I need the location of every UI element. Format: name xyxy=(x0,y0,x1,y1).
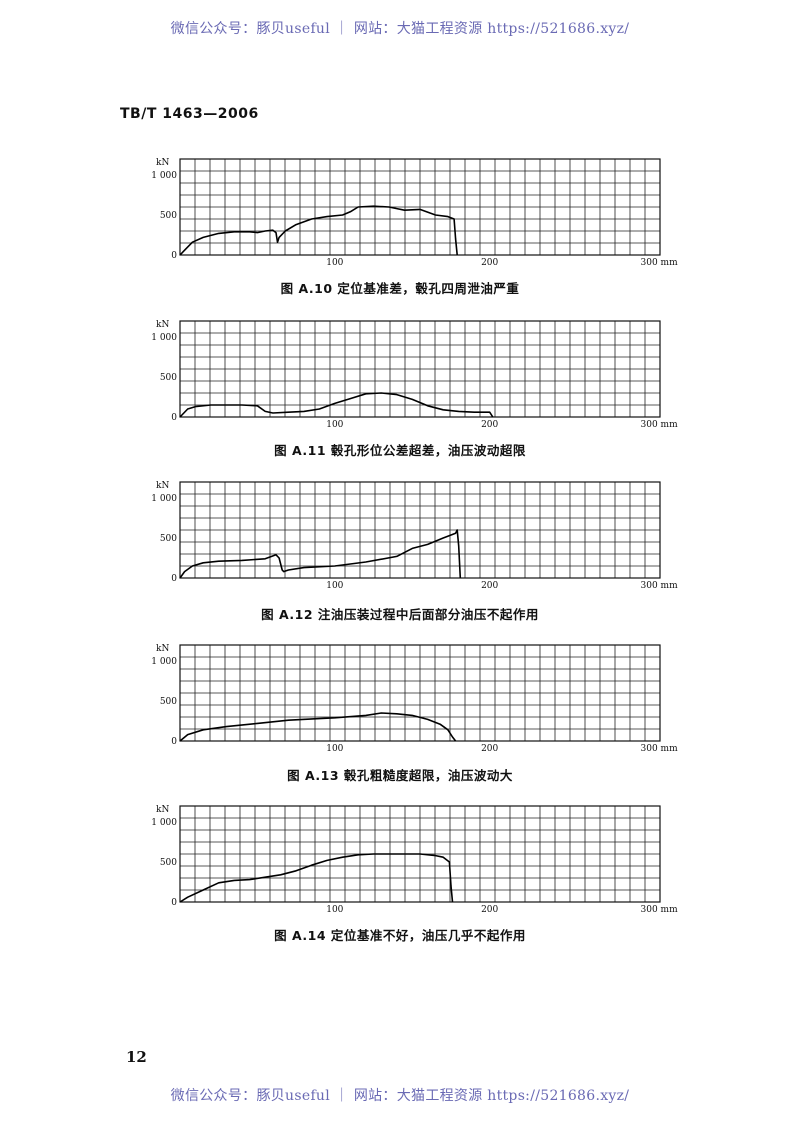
y-unit-label: kN xyxy=(156,644,169,654)
y-tick-label: 0 xyxy=(171,574,177,584)
chart-figure-a14: kN 0 500 1 000 100 200 300 mm xyxy=(151,805,679,915)
x-tick-label: 100 xyxy=(326,258,343,268)
force-curve xyxy=(179,853,454,903)
x-tick-label: 200 xyxy=(481,420,498,430)
y-tick-label: 0 xyxy=(171,413,177,423)
chart-grid xyxy=(180,482,660,578)
standard-code: TB/T 1463—2006 xyxy=(120,106,259,122)
chart-grid xyxy=(180,321,660,417)
force-curve xyxy=(179,529,462,579)
x-tick-label: 300 mm xyxy=(641,581,679,591)
y-tick-label: 500 xyxy=(160,858,177,868)
caption-figure-a14: 图 A.14 定位基准不好，油压几乎不起作用 xyxy=(274,928,526,943)
y-tick-label: 0 xyxy=(171,737,177,747)
y-unit-label: kN xyxy=(156,805,169,815)
x-tick-label: 200 xyxy=(481,744,498,754)
x-tick-label: 100 xyxy=(326,905,343,915)
page-number: 12 xyxy=(126,1048,147,1066)
x-tick-label: 100 xyxy=(326,581,343,591)
x-tick-label: 300 mm xyxy=(641,258,679,268)
x-tick-label: 200 xyxy=(481,581,498,591)
caption-figure-a13: 图 A.13 毂孔粗糙度超限，油压波动大 xyxy=(287,768,513,783)
y-tick-label: 500 xyxy=(160,373,177,383)
watermark-top: 微信公众号：豚贝useful ｜ 网站：大猫工程资源 https://52168… xyxy=(170,21,630,37)
chart-figure-a12: kN 0 500 1 000 100 200 300 mm xyxy=(151,481,679,591)
force-curve xyxy=(179,712,457,742)
force-curve xyxy=(179,392,494,418)
caption-figure-a12: 图 A.12 注油压装过程中后面部分油压不起作用 xyxy=(261,607,539,622)
chart-figure-a11: kN 0 500 1 000 100 200 300 mm xyxy=(151,320,679,430)
y-unit-label: kN xyxy=(156,320,169,330)
x-tick-label: 300 mm xyxy=(641,420,679,430)
y-tick-label: 1 000 xyxy=(151,818,177,828)
x-tick-label: 100 xyxy=(326,744,343,754)
chart-frame xyxy=(179,158,661,256)
y-tick-label: 500 xyxy=(160,697,177,707)
chart-grid xyxy=(180,159,660,255)
chart-frame xyxy=(179,805,661,903)
y-tick-label: 1 000 xyxy=(151,333,177,343)
watermark-bottom: 微信公众号：豚贝useful ｜ 网站：大猫工程资源 https://52168… xyxy=(170,1088,630,1104)
x-tick-label: 300 mm xyxy=(641,905,679,915)
x-tick-label: 100 xyxy=(326,420,343,430)
x-tick-label: 300 mm xyxy=(641,744,679,754)
caption-figure-a10: 图 A.10 定位基准差，毂孔四周泄油严重 xyxy=(280,281,520,296)
y-unit-label: kN xyxy=(156,158,169,168)
y-tick-label: 500 xyxy=(160,534,177,544)
y-tick-label: 500 xyxy=(160,211,177,221)
x-tick-label: 200 xyxy=(481,905,498,915)
chart-frame xyxy=(179,644,661,742)
y-tick-label: 1 000 xyxy=(151,657,177,667)
y-tick-label: 1 000 xyxy=(151,171,177,181)
chart-frame xyxy=(179,481,661,579)
caption-figure-a11: 图 A.11 毂孔形位公差超差，油压波动超限 xyxy=(274,443,526,458)
chart-frame xyxy=(179,320,661,418)
chart-grid xyxy=(180,645,660,741)
y-tick-label: 0 xyxy=(171,251,177,261)
chart-figure-a13: kN 0 500 1 000 100 200 300 mm xyxy=(151,644,679,754)
force-curve xyxy=(179,205,458,256)
chart-figure-a10: kN 0 500 1 000 100 200 300 mm xyxy=(151,158,679,268)
y-unit-label: kN xyxy=(156,481,169,491)
y-tick-label: 1 000 xyxy=(151,494,177,504)
y-tick-label: 0 xyxy=(171,898,177,908)
x-tick-label: 200 xyxy=(481,258,498,268)
